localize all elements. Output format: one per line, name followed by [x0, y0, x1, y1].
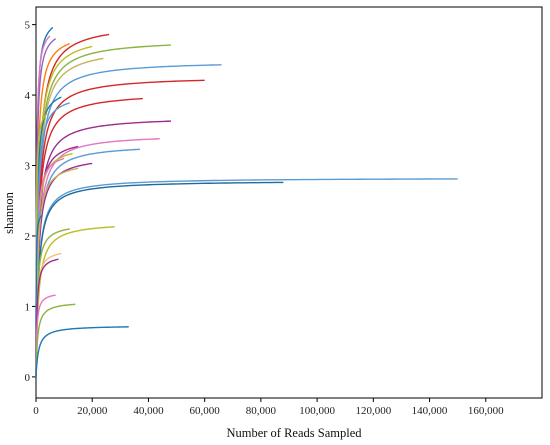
y-tick-label: 1 [25, 301, 31, 313]
rarefaction-curve-10 [35, 79, 205, 377]
x-tick-label: 80,000 [246, 405, 277, 417]
y-tick-label: 4 [25, 90, 31, 102]
y-tick-label: 2 [25, 231, 31, 243]
y-tick-label: 3 [25, 161, 31, 173]
x-tick-label: 160,000 [468, 405, 504, 417]
rarefaction-curve-29 [35, 252, 62, 377]
x-tick-label: 100,000 [299, 405, 335, 417]
rarefaction-curve-33 [35, 326, 129, 377]
rarefaction-curve-23 [35, 178, 458, 377]
rarefaction-curve-30 [35, 258, 59, 377]
rarefaction-curves [35, 26, 458, 377]
x-tick-label: 0 [33, 405, 39, 417]
y-tick-label: 5 [25, 20, 31, 32]
plot-frame [35, 6, 543, 399]
x-axis-ticks: 0 20,000 40,000 60,000 80,000 100,000 120,000 1… [33, 398, 504, 417]
rarefaction-curve-7 [35, 45, 93, 377]
y-tick-label: 0 [25, 372, 31, 384]
y-axis-ticks: 0 1 2 3 4 5 [25, 20, 36, 384]
y-axis-title: shannon [2, 191, 16, 233]
rarefaction-curve-24 [35, 181, 284, 377]
x-tick-label: 140,000 [412, 405, 448, 417]
x-tick-label: 20,000 [77, 405, 108, 417]
x-tick-label: 60,000 [190, 405, 221, 417]
x-tick-label: 120,000 [355, 405, 391, 417]
rarefaction-curve-2 [35, 33, 110, 377]
rarefaction-curve-32 [35, 303, 76, 377]
rarefaction-curve-16 [35, 138, 160, 377]
x-axis-title: Number of Reads Sampled [226, 426, 362, 440]
rarefaction-curve-27 [35, 226, 115, 377]
x-tick-label: 40,000 [133, 405, 164, 417]
